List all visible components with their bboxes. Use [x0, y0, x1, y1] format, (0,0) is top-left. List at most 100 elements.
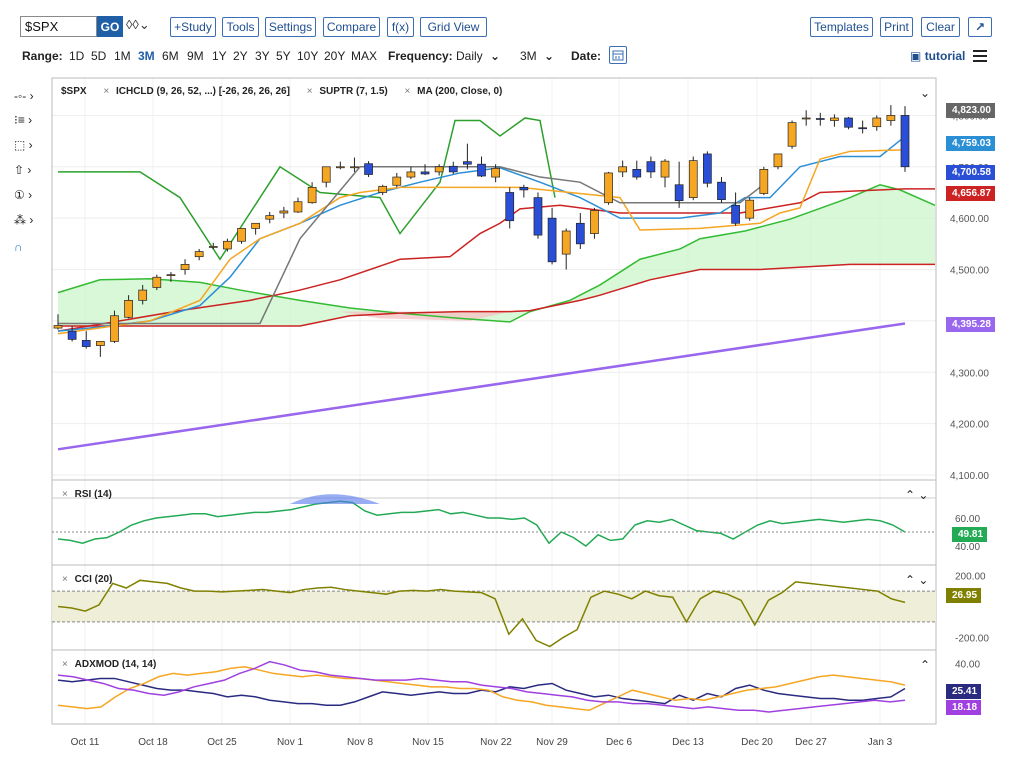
date-tick-label: Dec 13	[672, 737, 704, 748]
remove-study-icon[interactable]: ×	[103, 86, 110, 97]
number-one-icon[interactable]: ① ›	[14, 188, 33, 202]
range-9m[interactable]: 9M	[187, 49, 204, 63]
up-candle	[110, 315, 119, 342]
calendar-icon[interactable]	[609, 46, 627, 64]
down-candle	[717, 181, 726, 201]
up-candle	[787, 122, 797, 147]
function-button[interactable]: f(x)	[387, 17, 414, 37]
frequency-label: Frequency:	[388, 49, 453, 63]
range-6m[interactable]: 6M	[162, 49, 179, 63]
clear-button[interactable]: Clear	[921, 17, 960, 37]
range-3y[interactable]: 3Y	[255, 49, 270, 63]
panel-move-icon[interactable]: ⌃	[920, 658, 931, 672]
up-candle	[166, 274, 176, 277]
remove-study-icon[interactable]: ×	[62, 489, 68, 500]
print-button[interactable]: Print	[880, 17, 913, 37]
date-tick-label: Nov 29	[536, 737, 568, 748]
crosshair-icon[interactable]: -◦- ›	[14, 89, 34, 103]
adx-legend: × ADXMOD (14, 14)	[62, 659, 156, 670]
kijun-line	[57, 188, 935, 332]
remove-study-icon[interactable]: ×	[62, 574, 68, 585]
last-price-tag: 4,823.00	[946, 103, 995, 118]
range-1d[interactable]: 1D	[69, 49, 85, 63]
price-panel[interactable]	[53, 105, 936, 451]
templates-button[interactable]: Templates	[810, 17, 873, 37]
down-candle	[547, 217, 557, 263]
range-5d[interactable]: 5D	[91, 49, 107, 63]
cci-tick-label: -200.00	[955, 633, 989, 644]
range-10y[interactable]: 10Y	[297, 49, 319, 63]
up-candle	[872, 117, 882, 128]
down-candle	[646, 161, 656, 173]
range-1y[interactable]: 1Y	[212, 49, 227, 63]
panel-move-icon[interactable]: ⌃ ⌄	[905, 573, 929, 587]
down-candle	[575, 222, 585, 245]
date-tick-label: Nov 8	[347, 737, 374, 748]
tools-button[interactable]: Tools	[222, 17, 259, 37]
range-2y[interactable]: 2Y	[233, 49, 248, 63]
period-select[interactable]: 3M	[520, 49, 537, 63]
range-20y[interactable]: 20Y	[324, 49, 346, 63]
tenkan-price-tag: 4,759.03	[946, 136, 995, 151]
frequency-chevron-icon[interactable]: ⌄	[490, 49, 501, 63]
remove-study-icon[interactable]: ×	[306, 86, 313, 97]
up-candle	[491, 167, 500, 178]
settings-sliders-icon[interactable]: ⁂ ›	[14, 213, 34, 227]
down-candle	[364, 163, 373, 175]
cci-value-tag: 26.95	[946, 588, 982, 603]
down-candle	[632, 168, 642, 178]
up-candle	[138, 289, 148, 301]
tutorial-link[interactable]: ▣ tutorial	[910, 49, 965, 63]
date-tick-label: Oct 11	[71, 737, 100, 748]
add-study-button[interactable]: +Study	[170, 17, 216, 37]
up-candle	[604, 172, 613, 204]
ma-price-tag: 4,395.28	[946, 317, 995, 332]
list-icon[interactable]: ⁝≡ ›	[14, 113, 33, 127]
close-price-tag: 4,700.58	[946, 165, 995, 180]
range-1m[interactable]: 1M	[114, 49, 131, 63]
collapse-chevron-icon[interactable]: ⌄	[920, 86, 931, 100]
price-tick-label: 4,500.00	[950, 266, 989, 277]
arrow-up-icon[interactable]: ⇧ ›	[14, 163, 32, 177]
panel-move-icon[interactable]: ⌃ ⌄	[905, 488, 929, 502]
range-3m[interactable]: 3M	[138, 49, 155, 63]
cci-legend-label[interactable]: CCI (20)	[74, 574, 113, 585]
up-candle	[335, 166, 345, 169]
cci-band	[52, 591, 936, 622]
up-candle	[194, 251, 204, 258]
legend-ichimoku[interactable]: ICHCLD (9, 26, 52, ...) [-26, 26, 26, 26…	[115, 86, 290, 97]
up-candle	[95, 341, 105, 346]
expand-icon[interactable]: ↗	[968, 17, 992, 37]
frequency-select[interactable]: Daily	[456, 49, 483, 63]
up-candle	[561, 230, 571, 255]
cci-panel[interactable]	[52, 579, 936, 648]
remove-study-icon[interactable]: ×	[62, 659, 68, 670]
settings-button[interactable]: Settings	[265, 17, 316, 37]
date-tick-label: Dec 27	[795, 737, 827, 748]
adx-panel[interactable]	[57, 660, 906, 713]
rsi-legend-label[interactable]: RSI (14)	[74, 489, 112, 500]
magnet-icon[interactable]: ∩	[14, 240, 23, 254]
compare-button[interactable]: Compare	[323, 17, 380, 37]
up-candle	[745, 199, 755, 219]
legend-symbol: $SPX	[61, 86, 87, 97]
range-max[interactable]: MAX	[351, 49, 378, 63]
adx-legend-label[interactable]: ADXMOD (14, 14)	[74, 659, 157, 670]
legend-ma[interactable]: MA (200, Close, 0)	[417, 86, 503, 97]
chart-type-selector[interactable]: ◊◊⌄	[126, 17, 150, 32]
grid-view-button[interactable]: Grid View	[420, 17, 487, 37]
down-candle	[703, 153, 712, 184]
remove-study-icon[interactable]: ×	[404, 86, 411, 97]
hamburger-menu-icon[interactable]	[973, 50, 987, 65]
date-tick-label: Oct 25	[207, 737, 237, 748]
down-candle	[448, 165, 458, 173]
range-5y[interactable]: 5Y	[276, 49, 291, 63]
go-button[interactable]: GO	[97, 16, 123, 37]
rsi-panel[interactable]	[52, 494, 936, 547]
di-plus-line	[57, 665, 906, 712]
legend-supertrend[interactable]: SUPTR (7, 1.5)	[319, 86, 388, 97]
rectangle-icon[interactable]: ⬚ ›	[14, 138, 33, 152]
symbol-input[interactable]	[20, 16, 97, 37]
period-chevron-icon[interactable]: ⌄	[544, 49, 555, 63]
